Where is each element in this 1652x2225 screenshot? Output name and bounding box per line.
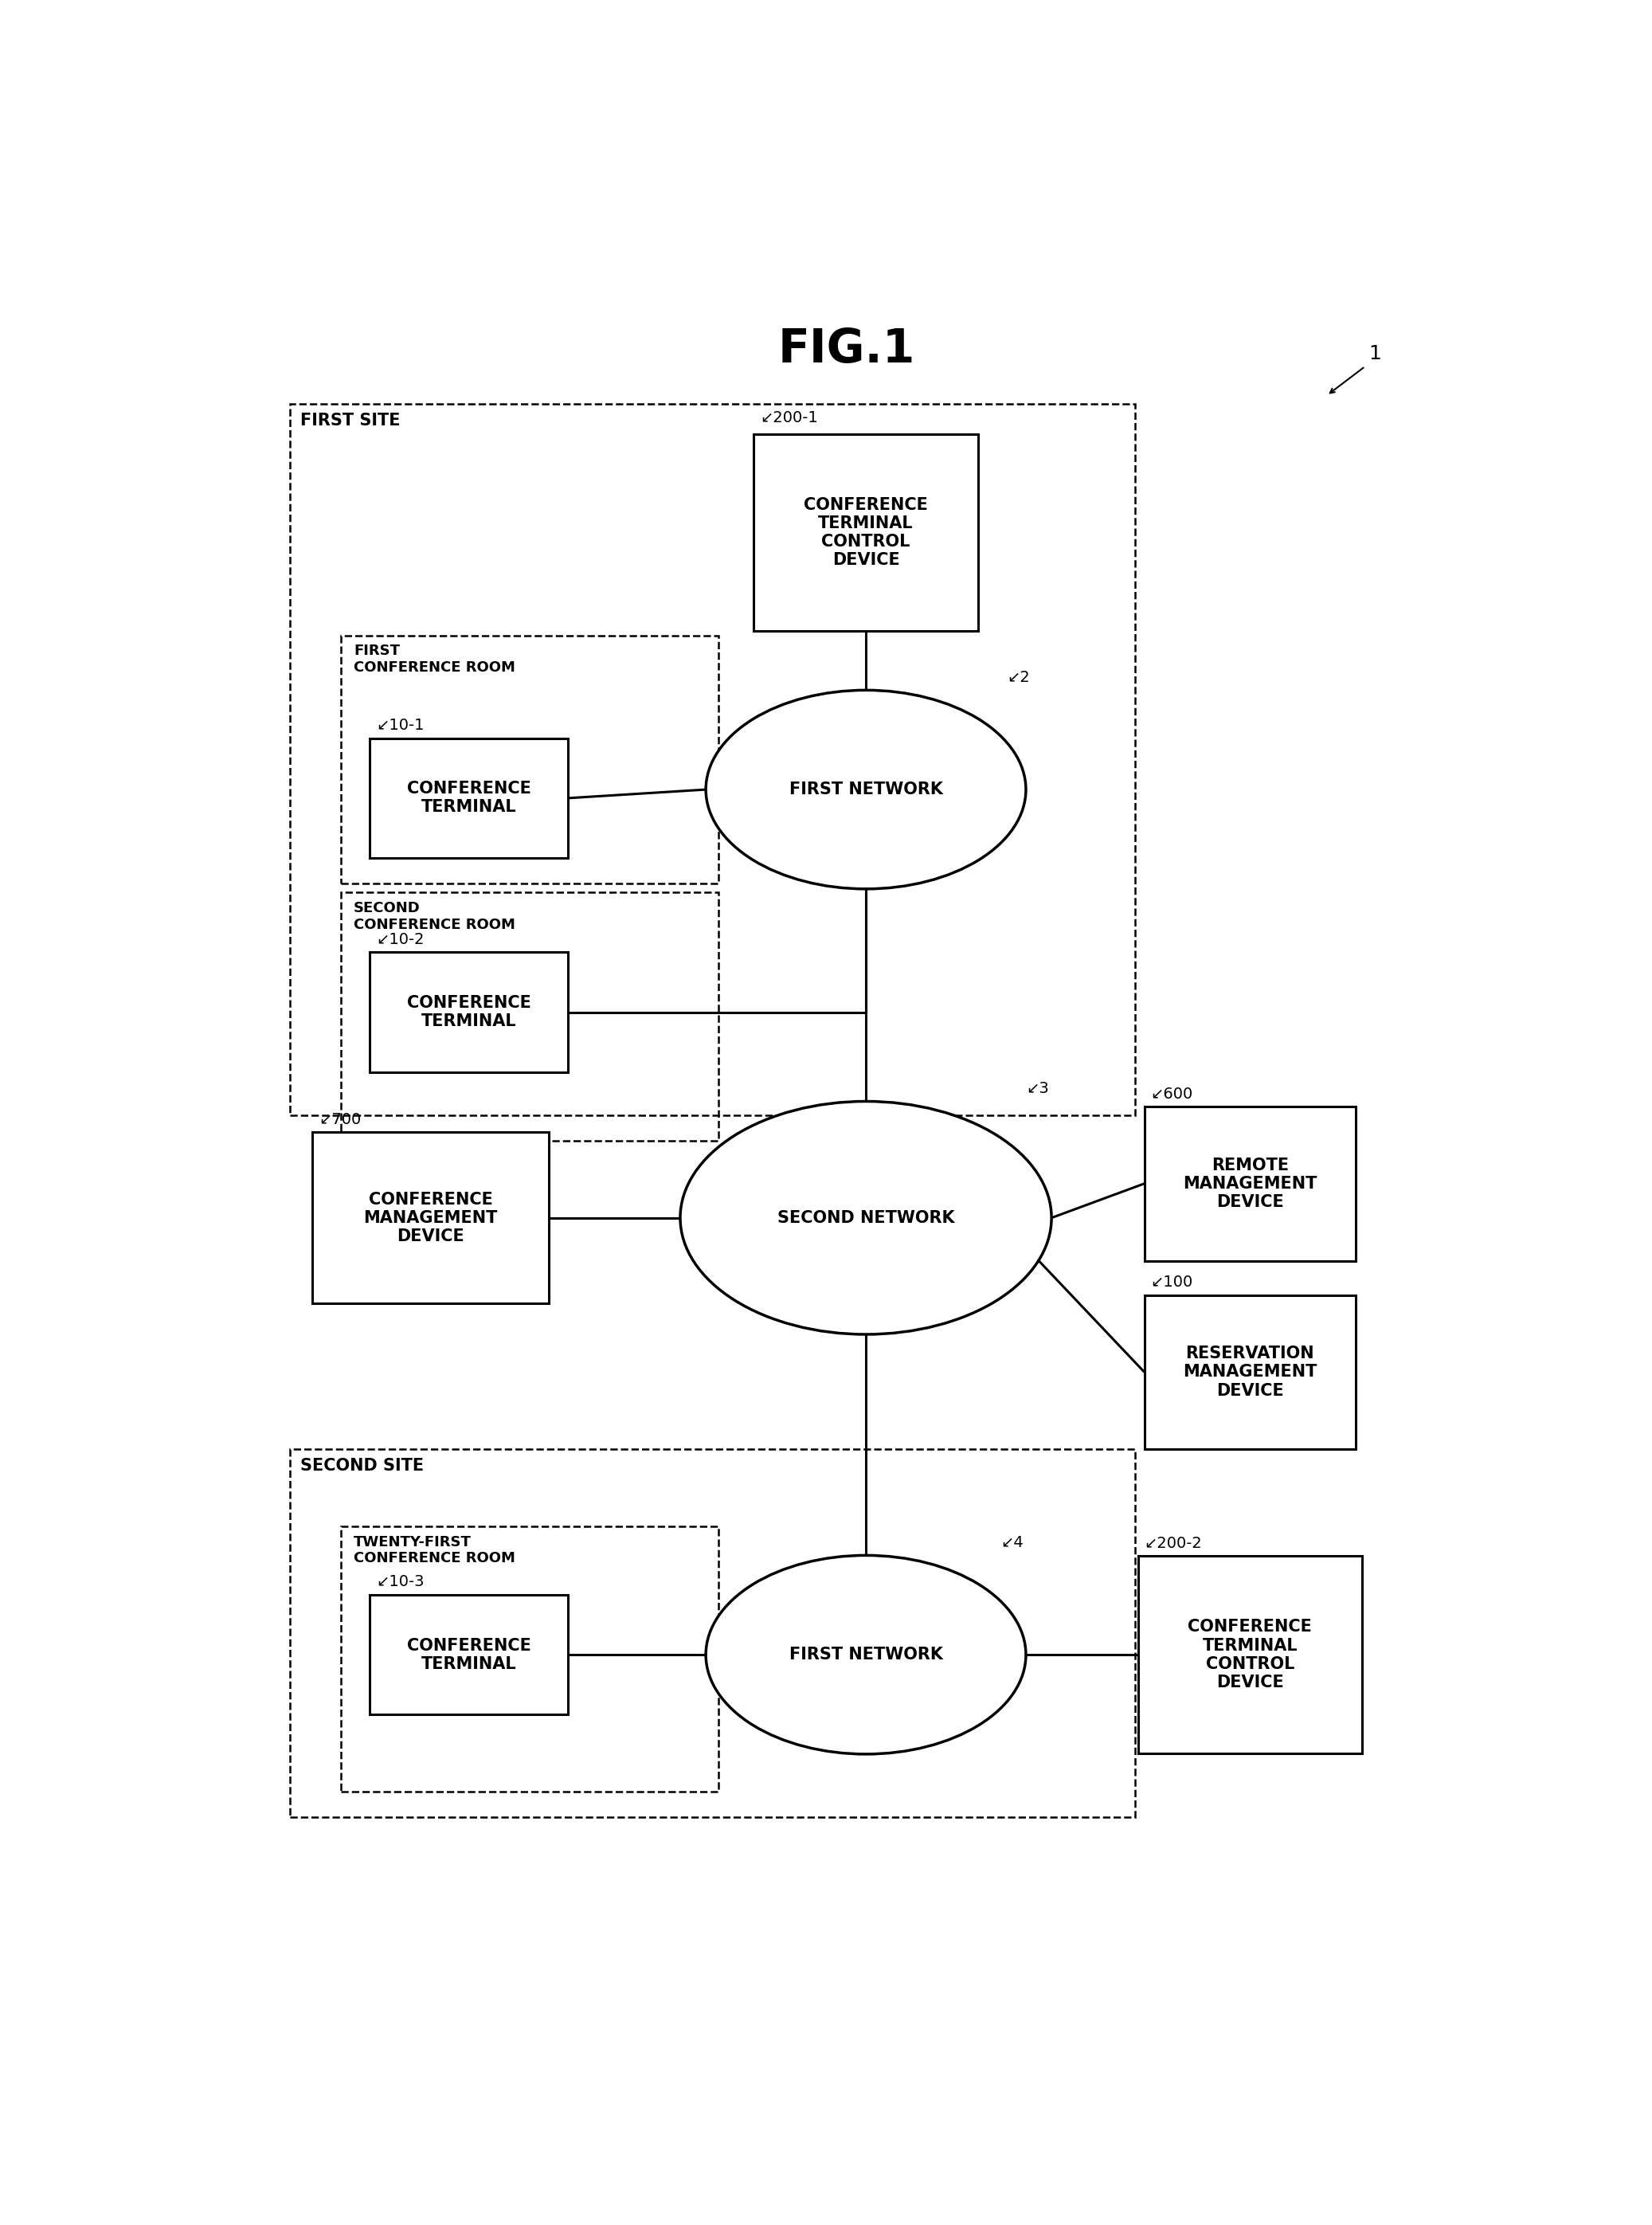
Bar: [289, 405, 1135, 1115]
Text: FIRST NETWORK: FIRST NETWORK: [790, 1647, 943, 1662]
Text: SECOND SITE: SECOND SITE: [301, 1457, 423, 1473]
Text: CONFERENCE
TERMINAL: CONFERENCE TERMINAL: [406, 781, 530, 814]
Ellipse shape: [681, 1101, 1052, 1335]
Text: ↙2: ↙2: [1006, 670, 1029, 685]
Bar: [289, 1448, 1135, 1818]
Ellipse shape: [705, 690, 1026, 890]
Text: ↙700: ↙700: [319, 1112, 360, 1128]
Text: CONFERENCE
MANAGEMENT
DEVICE: CONFERENCE MANAGEMENT DEVICE: [363, 1190, 497, 1244]
Text: ↙10-1: ↙10-1: [377, 719, 425, 732]
Text: SECOND
CONFERENCE ROOM: SECOND CONFERENCE ROOM: [354, 901, 515, 932]
Text: ↙10-2: ↙10-2: [377, 932, 425, 948]
Text: FIRST SITE: FIRST SITE: [301, 412, 400, 429]
Bar: [312, 1133, 548, 1304]
Text: FIRST
CONFERENCE ROOM: FIRST CONFERENCE ROOM: [354, 643, 515, 674]
Bar: [370, 739, 568, 859]
Text: ↙100: ↙100: [1151, 1275, 1193, 1290]
Text: ↙600: ↙600: [1151, 1086, 1193, 1101]
Bar: [370, 952, 568, 1072]
Text: TWENTY-FIRST
CONFERENCE ROOM: TWENTY-FIRST CONFERENCE ROOM: [354, 1535, 515, 1566]
Text: FIG.1: FIG.1: [778, 327, 915, 372]
Text: CONFERENCE
TERMINAL
CONTROL
DEVICE: CONFERENCE TERMINAL CONTROL DEVICE: [805, 496, 928, 567]
Text: CONFERENCE
TERMINAL: CONFERENCE TERMINAL: [406, 1638, 530, 1671]
Text: ↙10-3: ↙10-3: [377, 1575, 425, 1589]
Bar: [1145, 1295, 1356, 1448]
Text: REMOTE
MANAGEMENT
DEVICE: REMOTE MANAGEMENT DEVICE: [1183, 1157, 1317, 1210]
Bar: [1138, 1555, 1361, 1753]
Ellipse shape: [705, 1555, 1026, 1753]
Bar: [1145, 1106, 1356, 1262]
Text: ↙200-1: ↙200-1: [760, 409, 818, 425]
Text: FIRST NETWORK: FIRST NETWORK: [790, 781, 943, 797]
Text: CONFERENCE
TERMINAL: CONFERENCE TERMINAL: [406, 995, 530, 1030]
Text: ↙4: ↙4: [1001, 1535, 1023, 1551]
Text: ↙200-2: ↙200-2: [1145, 1535, 1203, 1551]
Bar: [753, 434, 978, 632]
Bar: [340, 892, 719, 1141]
Bar: [370, 1595, 568, 1715]
Text: ↙3: ↙3: [1026, 1081, 1049, 1097]
Text: RESERVATION
MANAGEMENT
DEVICE: RESERVATION MANAGEMENT DEVICE: [1183, 1346, 1317, 1400]
Text: SECOND NETWORK: SECOND NETWORK: [776, 1210, 955, 1226]
Bar: [340, 636, 719, 883]
Text: CONFERENCE
TERMINAL
CONTROL
DEVICE: CONFERENCE TERMINAL CONTROL DEVICE: [1188, 1620, 1312, 1691]
Text: 1: 1: [1370, 345, 1381, 363]
Bar: [340, 1526, 719, 1791]
